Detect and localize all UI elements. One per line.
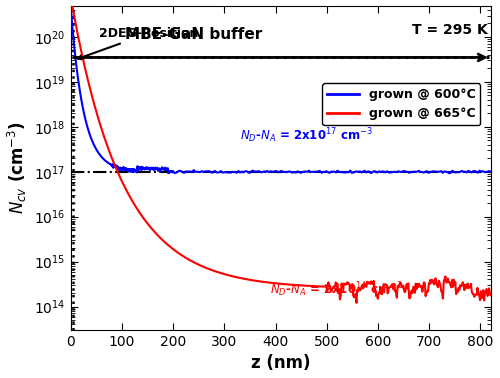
Y-axis label: $N_{cv}$ (cm$^{-3}$): $N_{cv}$ (cm$^{-3}$) — [6, 121, 28, 214]
Text: MBE-GaN buffer: MBE-GaN buffer — [125, 27, 262, 42]
X-axis label: z (nm): z (nm) — [251, 355, 310, 372]
Text: $N_D$-$N_A$ = 2x10$^{17}$ cm$^{-3}$: $N_D$-$N_A$ = 2x10$^{17}$ cm$^{-3}$ — [240, 126, 372, 145]
Text: $N_D$-$N_A$ = 2x10$^{14}$ cm$^{-3}$: $N_D$-$N_A$ = 2x10$^{14}$ cm$^{-3}$ — [270, 280, 404, 299]
Text: T = 295 K: T = 295 K — [412, 23, 488, 37]
Legend: grown @ 600°C, grown @ 665°C: grown @ 600°C, grown @ 665°C — [322, 83, 480, 125]
Text: 2DEG-Position: 2DEG-Position — [78, 27, 198, 59]
